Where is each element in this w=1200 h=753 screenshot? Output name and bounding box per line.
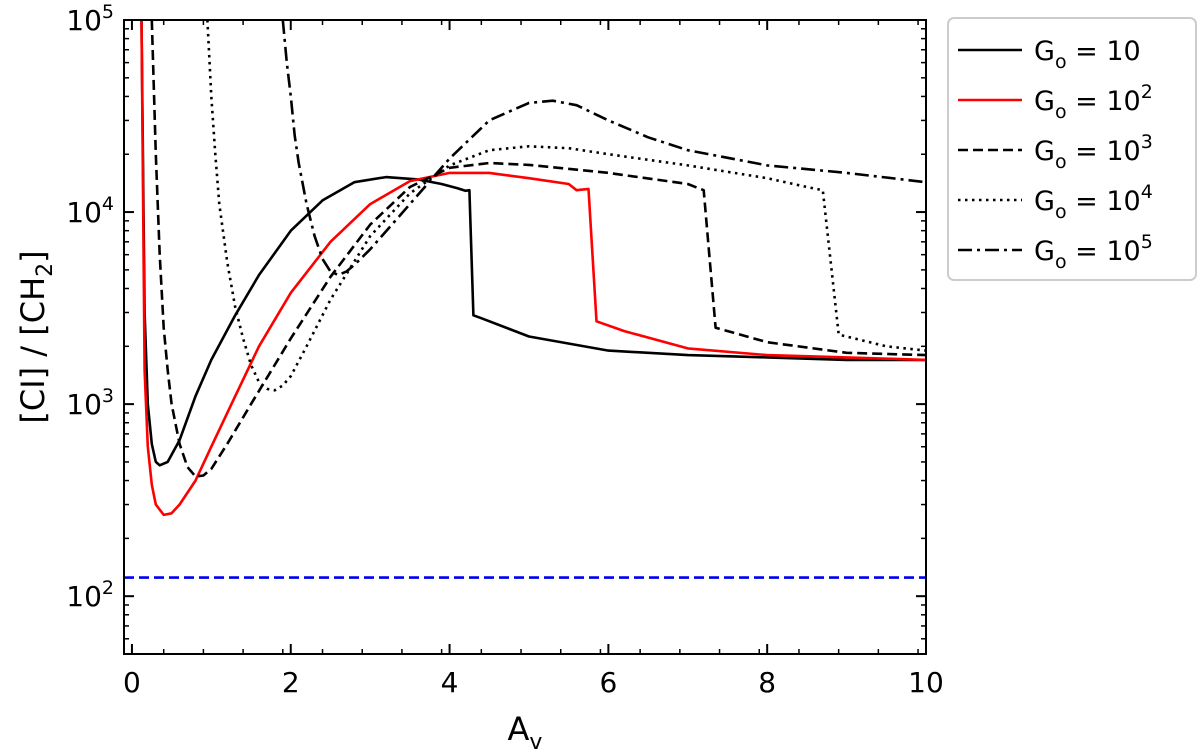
legend-label-3: Go = 104	[1034, 181, 1153, 223]
series-line-4	[281, 20, 926, 277]
series-line-3	[206, 20, 926, 392]
y-tick-label: 104	[66, 193, 114, 229]
plot-frame	[123, 19, 927, 655]
y-tick-label: 102	[66, 577, 114, 613]
y-axis-label: [CI] / [CH2]	[14, 250, 58, 423]
legend-label-1: Go = 102	[1034, 81, 1153, 123]
x-tick-label: 4	[441, 666, 459, 699]
x-axis-label: Av	[508, 710, 543, 753]
legend-label-2: Go = 103	[1034, 131, 1153, 173]
series-line-1	[140, 20, 926, 517]
legend-label-0: Go = 10	[1034, 36, 1141, 73]
legend-label-4: Go = 105	[1034, 231, 1153, 273]
legend: Go = 10 Go = 102 Go = 103 Go = 104 Go = 105	[947, 17, 1197, 281]
x-tick-label: 0	[123, 666, 141, 699]
x-tick-label: 6	[599, 666, 617, 699]
x-tick-label: 10	[908, 666, 944, 699]
series-group	[124, 20, 926, 579]
series-line-2	[150, 20, 926, 478]
x-tick-label: 8	[758, 666, 776, 699]
y-tick-label: 105	[66, 1, 114, 37]
x-tick-label: 2	[282, 666, 300, 699]
ticks-group: 0 2 4 6 8 10 102 103 104 105	[66, 1, 944, 699]
series-line-0	[140, 20, 926, 467]
y-tick-label: 103	[66, 385, 114, 421]
legend-box	[947, 17, 1197, 281]
